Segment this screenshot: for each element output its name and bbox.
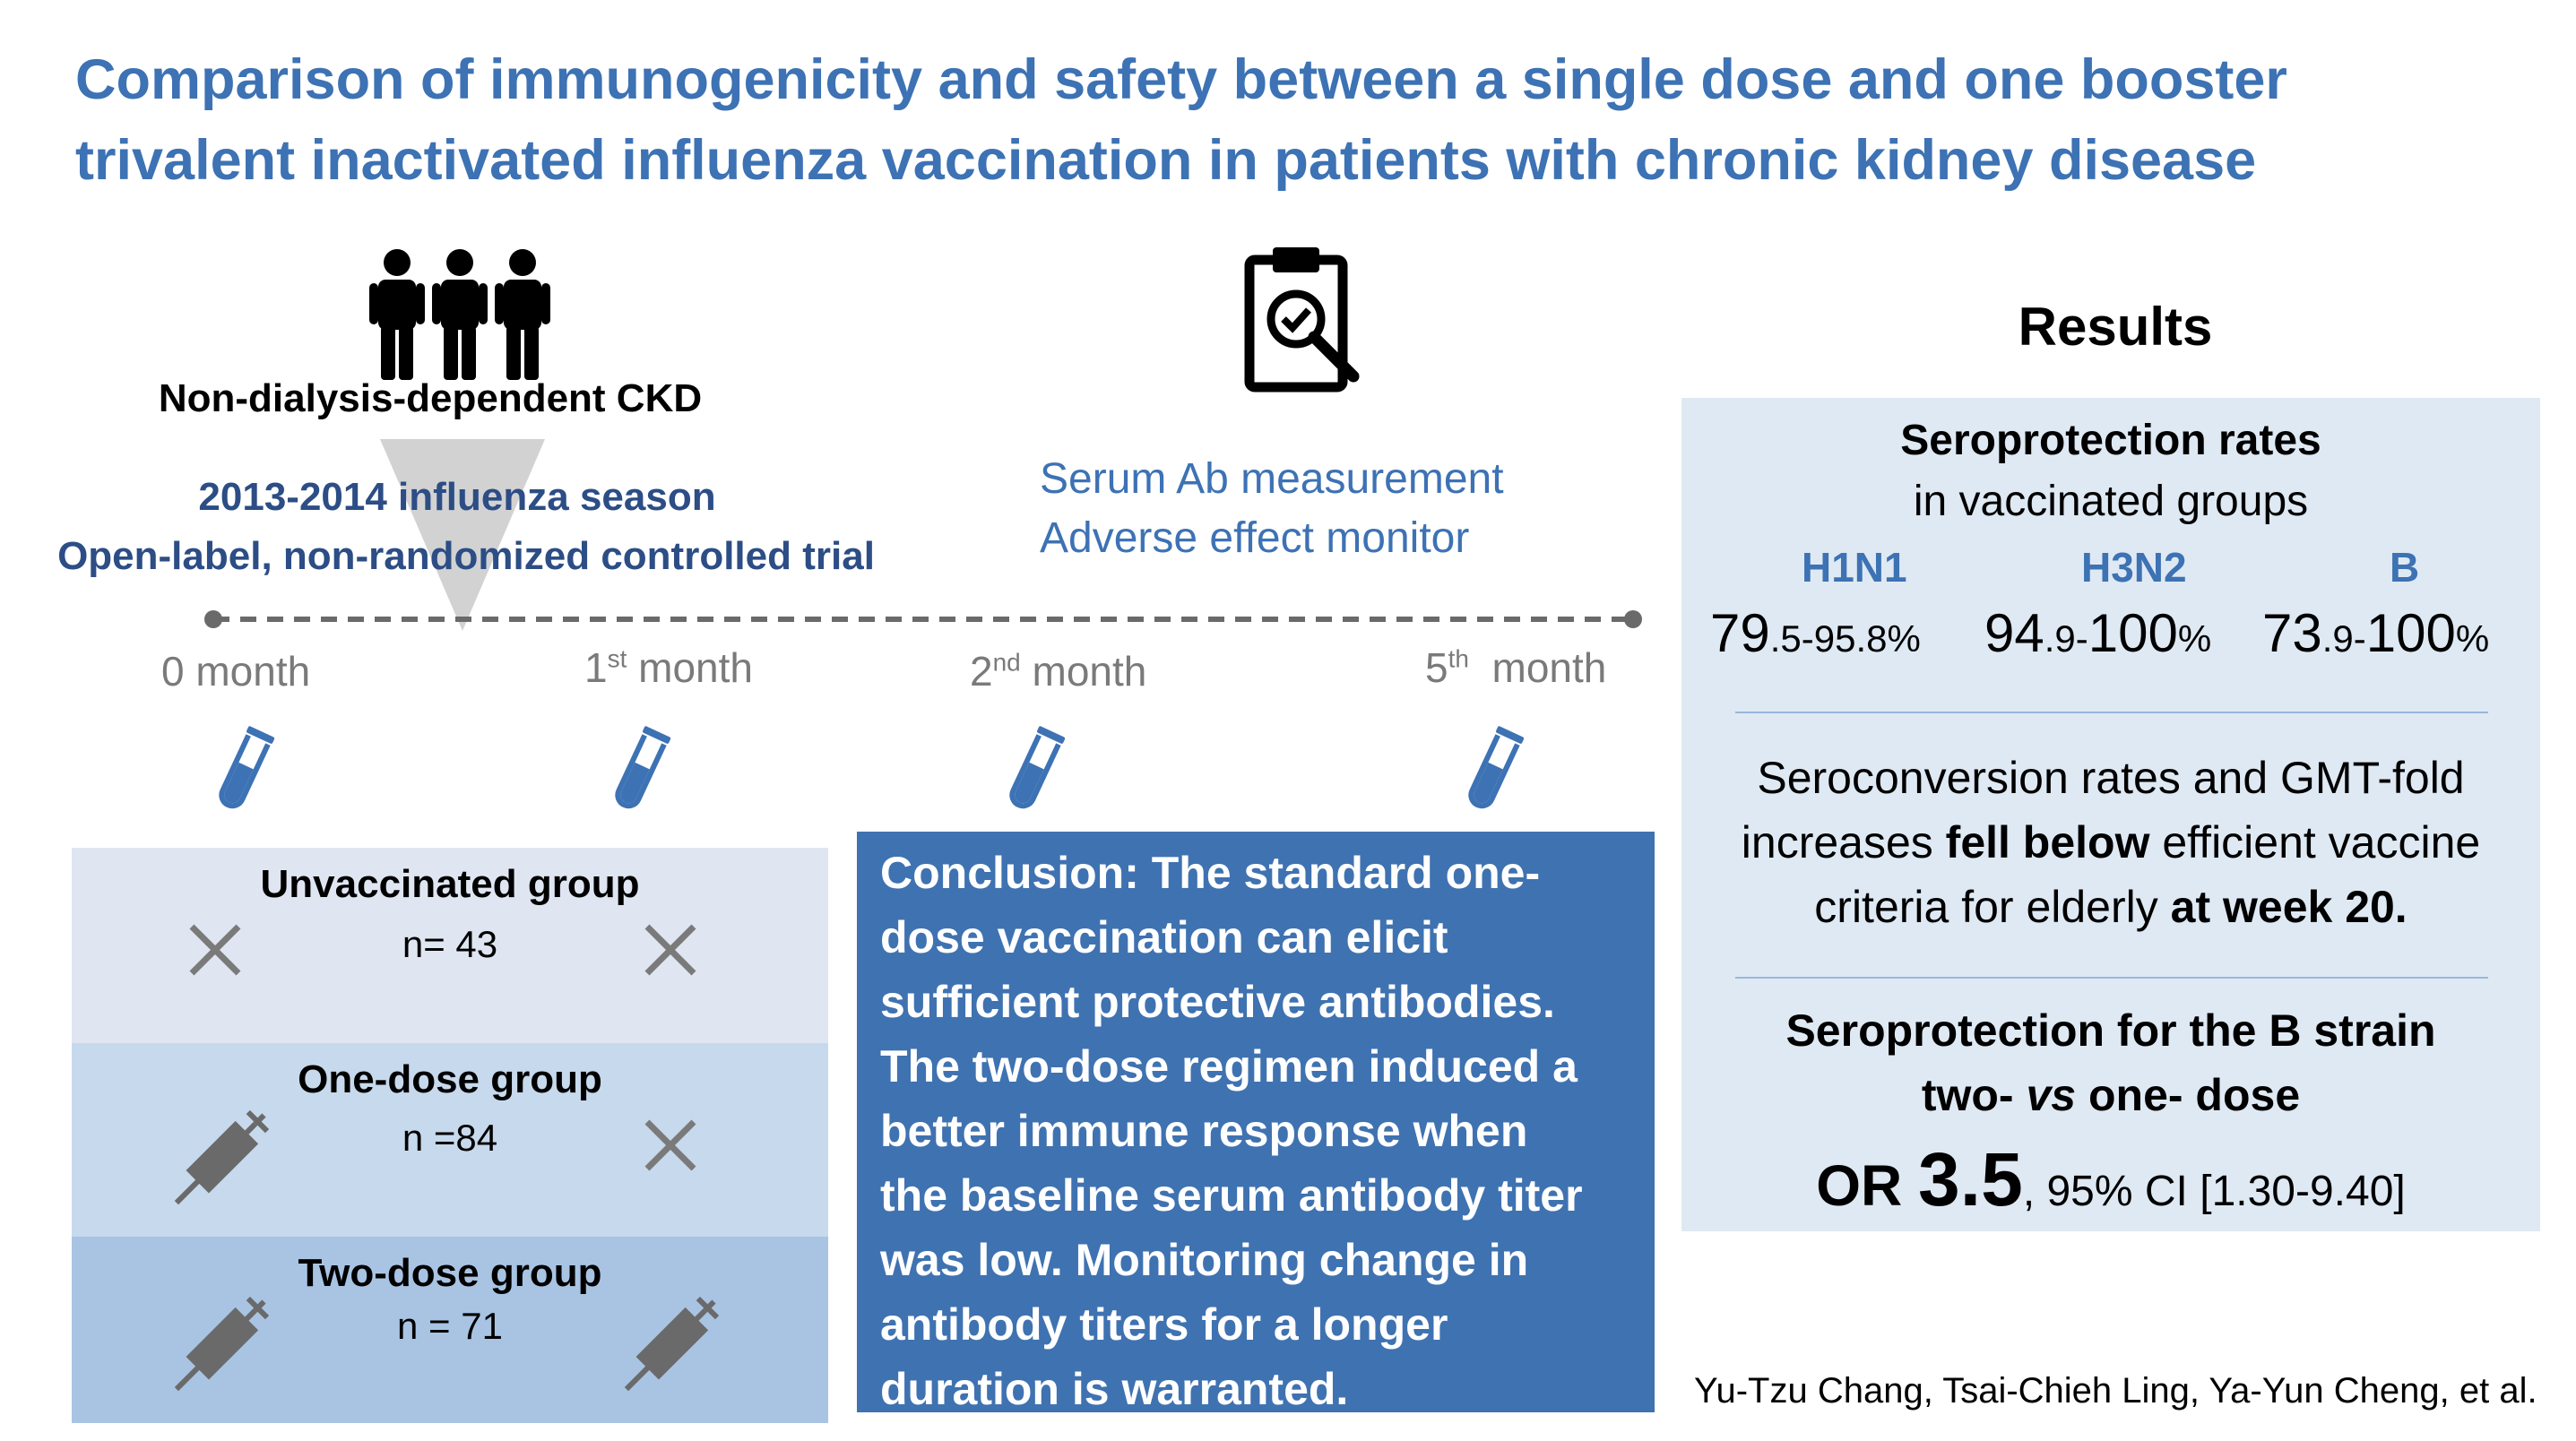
results-divider bbox=[1735, 977, 2488, 979]
syringe-icon bbox=[624, 1296, 719, 1392]
cross-icon bbox=[644, 924, 696, 976]
authors: Yu-Tzu Chang, Tsai-Chieh Ling, Ya-Yun Ch… bbox=[1694, 1371, 2537, 1411]
group-name: Unvaccinated group bbox=[260, 862, 640, 906]
results-heading: Results bbox=[2018, 297, 2213, 357]
syringe-icon bbox=[174, 1109, 269, 1205]
tick-0-month: 0 month bbox=[161, 648, 311, 695]
cross-icon bbox=[189, 924, 241, 976]
funnel-triangle bbox=[380, 439, 545, 631]
syringe-icon bbox=[174, 1296, 269, 1392]
rate-b: 73.9-100% bbox=[2262, 603, 2490, 663]
timeline-axis bbox=[204, 610, 1642, 628]
cohort-label: Non-dialysis-dependent CKD bbox=[158, 376, 703, 420]
tick-2nd-month: 2nd month bbox=[970, 648, 1147, 695]
odds-ratio: OR 3.5, 95% CI [1.30-9.40] bbox=[1816, 1137, 2406, 1221]
clipboard-search-icon bbox=[1244, 247, 1360, 393]
results-box: Seroprotection rates in vaccinated group… bbox=[1681, 398, 2540, 1231]
conclusion-line: The two-dose regimen induced a bbox=[880, 1041, 1578, 1092]
tick-1st-month: 1st month bbox=[584, 644, 754, 691]
conclusion-line: the baseline serum antibody titer bbox=[880, 1170, 1583, 1221]
seroprotection-title: Seroprotection rates bbox=[1900, 417, 2321, 464]
rate-h3n2: 94.9-100% bbox=[1984, 603, 2212, 663]
conclusion-line: antibody titers for a longer bbox=[880, 1299, 1448, 1350]
rate-h1n1: 79.5-95.8% bbox=[1710, 603, 1921, 663]
conclusion-line: was low. Monitoring change in bbox=[880, 1235, 1529, 1285]
group-unvaccinated: Unvaccinated group n= 43 bbox=[72, 848, 828, 1043]
group-name: One-dose group bbox=[298, 1057, 602, 1101]
strain-h1n1: H1N1 bbox=[1802, 544, 1907, 591]
conclusion-line: better immune response when bbox=[880, 1106, 1528, 1156]
conclusion-line: Conclusion: The standard one- bbox=[880, 848, 1541, 898]
b-strain-text: Seroprotection for the B strain two- vs … bbox=[1785, 1005, 2436, 1120]
monitoring-text: Serum Ab measurement Adverse effect moni… bbox=[1040, 450, 1504, 568]
monitor-line-2: Adverse effect monitor bbox=[1040, 514, 1470, 562]
title-line-2: trivalent inactivated influenza vaccinat… bbox=[75, 129, 2257, 192]
strain-h3n2: H3N2 bbox=[2081, 544, 2187, 591]
cross-icon bbox=[644, 1119, 696, 1171]
group-two-dose: Two-dose group n = 71 bbox=[72, 1237, 828, 1423]
group-one-dose: One-dose group n =84 bbox=[72, 1043, 828, 1237]
title-line-1: Comparison of immunogenicity and safety … bbox=[75, 48, 2287, 111]
monitor-line-1: Serum Ab measurement bbox=[1040, 455, 1504, 503]
tick-5th-month: 5th month bbox=[1425, 644, 1607, 691]
conclusion-line: sufficient protective antibodies. bbox=[880, 977, 1555, 1027]
study-season: 2013-2014 influenza season bbox=[198, 475, 716, 519]
conclusion-line: dose vaccination can elicit bbox=[880, 912, 1448, 962]
group-n: n =84 bbox=[402, 1117, 498, 1159]
conclusion-line: duration is warranted. bbox=[880, 1364, 1349, 1414]
conclusion-box: Conclusion: The standard one- dose vacci… bbox=[857, 832, 1655, 1414]
page-title: Comparison of immunogenicity and safety … bbox=[75, 39, 2513, 201]
group-n: n= 43 bbox=[402, 923, 498, 965]
study-design: Open-label, non-randomized controlled tr… bbox=[57, 534, 875, 578]
seroconversion-text: Seroconversion rates and GMT-fold increa… bbox=[1741, 753, 2481, 932]
test-tube-icon bbox=[1009, 726, 1066, 809]
group-n: n = 71 bbox=[397, 1305, 503, 1347]
test-tube-icon bbox=[1468, 726, 1525, 809]
test-tube-icon bbox=[219, 726, 275, 809]
seroprotection-subtitle: in vaccinated groups bbox=[1913, 478, 2309, 525]
results-divider bbox=[1735, 712, 2488, 713]
group-name: Two-dose group bbox=[298, 1251, 602, 1295]
test-tube-icon bbox=[615, 726, 671, 809]
strain-b: B bbox=[2390, 544, 2420, 591]
people-icon bbox=[369, 249, 550, 380]
